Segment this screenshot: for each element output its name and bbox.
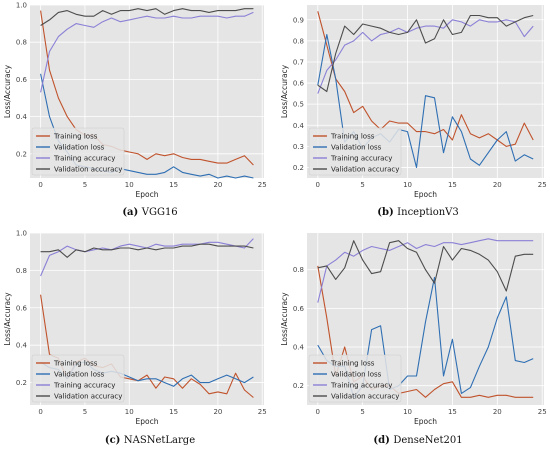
chart-panel-inceptionv3: 0 5 10 15 20 25 0.2 0.3 0.4 0.5 0.6 0.7 0.8 0.9 Epoch L…: [280, 5, 547, 218]
x-tick-label: 20: [213, 181, 222, 189]
y-tick-label: 0.9: [293, 16, 304, 24]
x-axis-label: Epoch: [414, 417, 437, 426]
x-tick-label: 10: [403, 408, 412, 416]
legend-label: Validation loss: [331, 144, 382, 152]
legend-label: Training loss: [53, 360, 98, 368]
legend: [308, 354, 402, 403]
caption-letter: (d): [373, 435, 393, 446]
y-tick-label: 0.4: [293, 122, 305, 130]
panel-caption: (a) VGG16: [122, 207, 177, 218]
x-tick-label: 25: [258, 181, 267, 189]
y-tick-label: 0.8: [293, 266, 304, 274]
legend-label: Validation loss: [331, 371, 382, 379]
y-tick-label: 0.4: [16, 342, 28, 350]
y-tick-label: 0.3: [293, 143, 304, 151]
caption-model-name: VGG16: [141, 207, 178, 218]
x-tick-label: 10: [125, 408, 134, 416]
y-tick-label: 0.6: [16, 304, 28, 312]
y-tick-label: 0.8: [293, 37, 304, 45]
legend-label: Validation loss: [54, 144, 105, 152]
legend-label: Training loss: [53, 133, 98, 141]
x-tick-label: 20: [213, 408, 222, 416]
y-tick-label: 0.8: [16, 39, 27, 47]
legend-label: Validation accuracy: [54, 393, 122, 401]
legend: [308, 127, 402, 176]
x-tick-label: 5: [360, 408, 364, 416]
y-tick-label: 0.2: [16, 379, 27, 387]
y-tick-label: 0.5: [293, 101, 304, 109]
x-tick-label: 20: [493, 408, 502, 416]
y-axis-label: Loss/Accuracy: [3, 64, 12, 118]
y-tick-label: 1.0: [16, 2, 27, 10]
series-line-training-accuracy: [40, 11, 254, 93]
legend-label: Training accuracy: [53, 155, 115, 163]
x-tick-label: 25: [538, 408, 547, 416]
y-tick-label: 0.2: [16, 150, 27, 158]
legend-label: Training accuracy: [53, 382, 115, 390]
legend-label: Training loss: [330, 133, 375, 141]
x-axis-label: Epoch: [414, 190, 437, 199]
legend: [31, 354, 125, 403]
caption-letter: (c): [105, 435, 124, 446]
y-tick-label: 0.6: [293, 305, 305, 313]
legend-label: Validation loss: [54, 371, 105, 379]
y-tick-label: 0.6: [16, 76, 28, 84]
series-line-validation-accuracy: [317, 14, 534, 93]
caption-letter: (b): [377, 207, 397, 218]
legend-label: Validation accuracy: [54, 166, 122, 174]
caption-model-name: DenseNet201: [393, 435, 462, 446]
panel-caption: (c) NASNetLarge: [105, 435, 195, 446]
x-tick-label: 15: [448, 408, 457, 416]
x-tick-label: 25: [258, 408, 267, 416]
legend-label: Training accuracy: [330, 155, 392, 163]
x-tick-label: 20: [493, 181, 502, 189]
y-tick-label: 0.2: [293, 164, 304, 172]
x-tick-label: 5: [83, 181, 87, 189]
x-tick-label: 15: [169, 408, 178, 416]
y-tick-label: 0.2: [293, 382, 304, 390]
series-line-training-accuracy: [317, 238, 534, 303]
y-axis-label: Loss/Accuracy: [3, 292, 12, 346]
chart-panel-nasnetlarge: 0 5 10 15 20 25 0.2 0.4 0.6 0.8 1.0 Epoch Loss/Accur…: [3, 230, 267, 447]
series-line-training-accuracy: [317, 19, 534, 94]
legend-label: Training accuracy: [330, 382, 392, 390]
x-tick-label: 5: [83, 408, 87, 416]
legend-label: Validation accuracy: [331, 393, 399, 401]
x-tick-label: 10: [403, 181, 412, 189]
y-tick-label: 0.6: [293, 80, 305, 88]
legend: [31, 127, 125, 176]
x-tick-label: 0: [38, 181, 42, 189]
y-tick-label: 0.4: [293, 344, 305, 352]
x-tick-label: 10: [125, 181, 134, 189]
legend-label: Training loss: [330, 360, 375, 368]
caption-letter: (a): [122, 207, 141, 218]
y-tick-label: 1.0: [16, 230, 27, 238]
caption-model-name: InceptionV3: [397, 207, 459, 218]
x-tick-label: 5: [360, 181, 364, 189]
x-axis-label: Epoch: [136, 417, 159, 426]
y-tick-label: 0.8: [16, 267, 27, 275]
x-tick-label: 0: [316, 408, 320, 416]
series-line-validation-accuracy: [317, 240, 534, 292]
y-tick-label: 0.7: [293, 58, 304, 66]
x-tick-label: 15: [448, 181, 457, 189]
panel-caption: (d) DenseNet201: [373, 435, 462, 446]
x-tick-label: 25: [538, 181, 547, 189]
panel-caption: (b) InceptionV3: [377, 207, 459, 218]
y-axis-label: Loss/Accuracy: [280, 292, 289, 346]
x-axis-label: Epoch: [136, 190, 159, 199]
legend-label: Validation accuracy: [331, 166, 399, 174]
series-line-validation-accuracy: [40, 243, 254, 258]
caption-model-name: NASNetLarge: [124, 435, 195, 446]
chart-panel-densenet201: 0 5 10 15 20 25 0.2 0.4 0.6 0.8 Epoch Loss/Accuracy…: [280, 233, 547, 446]
x-tick-label: 0: [316, 181, 320, 189]
y-tick-label: 0.4: [16, 113, 28, 121]
chart-panel-vgg16: 0 5 10 15 20 25 0.2 0.4 0.6 0.8 1.0 Epoch Loss/Accur…: [3, 2, 267, 219]
x-tick-label: 15: [169, 181, 178, 189]
y-axis-label: Loss/Accuracy: [280, 64, 289, 118]
x-tick-label: 0: [38, 408, 42, 416]
series-line-validation-accuracy: [40, 8, 254, 26]
